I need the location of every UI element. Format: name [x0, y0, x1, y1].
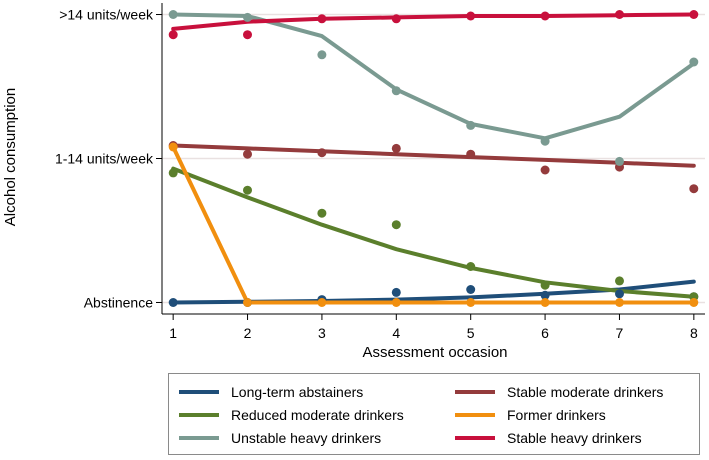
data-point-former-drinkers: [466, 298, 476, 307]
y-tick-label: 1-14 units/week: [55, 151, 154, 167]
x-tick-label: 3: [318, 325, 326, 341]
series-line-former-drinkers: [171, 145, 696, 305]
data-point-reduced-moderate-drinkers: [540, 280, 550, 290]
legend-label: Reduced moderate drinkers: [231, 407, 404, 423]
legend-label: Long-term abstainers: [231, 384, 364, 400]
data-point-former-drinkers: [540, 298, 550, 307]
data-point-stable-moderate-drinkers: [391, 143, 401, 153]
data-point-stable-moderate-drinkers: [317, 148, 327, 158]
legend-item: Stable heavy drinkers: [455, 427, 642, 449]
data-point-stable-moderate-drinkers: [689, 184, 699, 194]
data-point-stable-heavy-drinkers: [168, 30, 178, 40]
data-point-stable-moderate-drinkers: [540, 165, 550, 175]
data-point-stable-moderate-drinkers: [466, 149, 476, 159]
data-point-stable-heavy-drinkers: [615, 10, 624, 19]
data-point-reduced-moderate-drinkers: [615, 276, 624, 286]
data-point-reduced-moderate-drinkers: [243, 185, 252, 195]
legend-swatch: [179, 413, 219, 417]
legend-swatch: [455, 413, 495, 417]
data-point-unstable-heavy-drinkers: [243, 12, 252, 22]
data-point-reduced-moderate-drinkers: [168, 168, 178, 178]
legend: Long-term abstainers Stable moderate dri…: [168, 373, 700, 455]
legend-label: Unstable heavy drinkers: [231, 430, 382, 446]
series-line-reduced-moderate-drinkers: [171, 166, 696, 299]
x-tick-label: 6: [541, 325, 549, 341]
data-point-former-drinkers: [391, 298, 401, 307]
data-point-former-drinkers: [317, 298, 327, 307]
data-point-reduced-moderate-drinkers: [391, 220, 401, 230]
legend-item: Unstable heavy drinkers: [179, 427, 381, 449]
legend-label: Stable heavy drinkers: [507, 430, 642, 446]
data-point-unstable-heavy-drinkers: [615, 156, 624, 166]
y-axis-title: Alcohol consumption: [2, 88, 19, 226]
data-point-long-term-abstainers: [391, 287, 401, 297]
series-line-stable-heavy-drinkers: [171, 12, 696, 31]
data-point-former-drinkers: [689, 298, 699, 307]
series: [168, 10, 699, 307]
data-point-long-term-abstainers: [540, 290, 550, 300]
legend-swatch: [179, 436, 219, 440]
data-point-unstable-heavy-drinkers: [540, 136, 550, 146]
ticks: Abstinence 1-14 units/week >14 units/week 1…: [55, 7, 698, 341]
legend-label: Stable moderate drinkers: [507, 384, 664, 400]
data-point-stable-heavy-drinkers: [466, 11, 476, 21]
legend-item: Stable moderate drinkers: [455, 381, 663, 403]
x-tick-label: 5: [467, 325, 475, 341]
x-tick-label: 2: [244, 325, 252, 341]
data-point-long-term-abstainers: [466, 285, 476, 294]
y-tick-label: >14 units/week: [59, 7, 154, 23]
data-point-former-drinkers: [168, 142, 178, 152]
x-tick-label: 7: [616, 325, 624, 341]
legend-item: Long-term abstainers: [179, 381, 363, 403]
legend-label: Former drinkers: [507, 407, 606, 423]
data-point-former-drinkers: [243, 298, 252, 307]
legend-swatch: [179, 390, 219, 394]
legend-item: Former drinkers: [455, 404, 606, 426]
x-tick-label: 1: [169, 325, 177, 341]
data-point-stable-heavy-drinkers: [689, 10, 699, 19]
data-point-long-term-abstainers: [615, 289, 624, 299]
legend-swatch: [455, 390, 495, 394]
x-tick-label: 8: [690, 325, 698, 341]
series-line-stable-moderate-drinkers: [171, 143, 696, 168]
data-point-unstable-heavy-drinkers: [689, 57, 699, 67]
data-point-unstable-heavy-drinkers: [168, 10, 178, 19]
data-point-stable-heavy-drinkers: [391, 14, 401, 24]
data-point-stable-heavy-drinkers: [243, 30, 252, 40]
data-point-reduced-moderate-drinkers: [317, 208, 327, 218]
legend-swatch: [455, 436, 495, 440]
data-point-stable-heavy-drinkers: [317, 14, 327, 24]
data-point-stable-moderate-drinkers: [243, 149, 252, 159]
y-tick-label: Abstinence: [84, 294, 153, 310]
x-axis-title: Assessment occasion: [362, 344, 507, 361]
x-tick-label: 4: [392, 325, 400, 341]
data-point-long-term-abstainers: [168, 298, 178, 307]
data-point-unstable-heavy-drinkers: [466, 120, 476, 130]
data-point-former-drinkers: [615, 298, 624, 307]
data-point-reduced-moderate-drinkers: [466, 262, 476, 271]
legend-item: Reduced moderate drinkers: [179, 404, 404, 426]
data-point-unstable-heavy-drinkers: [317, 50, 327, 60]
data-point-unstable-heavy-drinkers: [391, 86, 401, 96]
data-point-stable-heavy-drinkers: [540, 11, 550, 21]
